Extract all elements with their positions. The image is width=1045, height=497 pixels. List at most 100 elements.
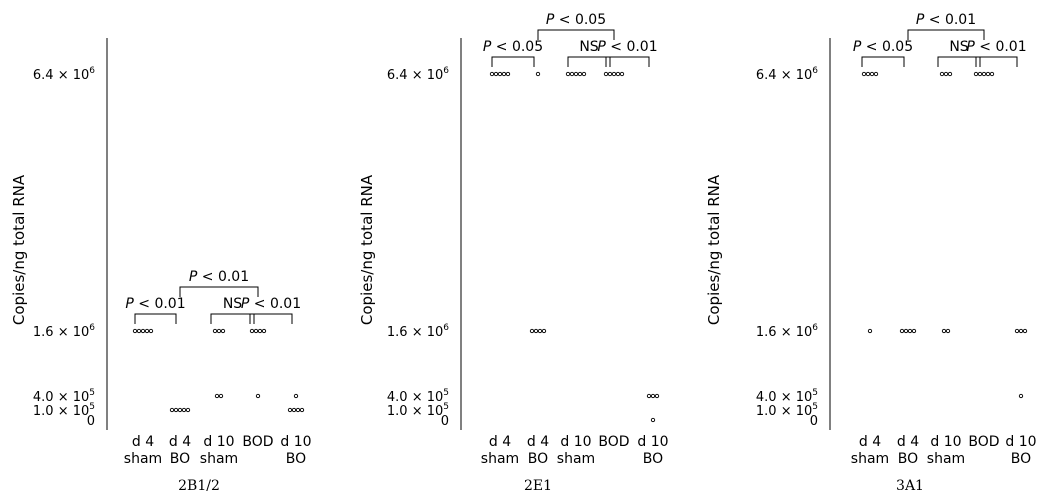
data-point [505, 71, 511, 77]
y-tick-label: 1.0 × 105 [756, 402, 818, 419]
data-point [943, 71, 949, 77]
data-point [291, 407, 297, 413]
data-point [903, 328, 909, 334]
y-tick-label: 4.0 × 105 [33, 388, 95, 405]
data-point [257, 328, 263, 334]
data-point [977, 71, 983, 77]
x-category-label: d 4 [527, 434, 549, 450]
significance-bracket [491, 56, 535, 67]
data-point [185, 407, 191, 413]
data-point [867, 328, 873, 334]
data-point [615, 71, 621, 77]
x-category-label: d 4 [897, 434, 919, 450]
y-tick-label: 1.0 × 105 [387, 402, 449, 419]
data-point [177, 407, 183, 413]
y-axis-label: Copies/ng total RNA [705, 174, 723, 325]
data-point [148, 328, 154, 334]
data-point [1014, 328, 1020, 334]
data-point [497, 71, 503, 77]
data-point [941, 328, 947, 334]
x-category-label: d 4 [169, 434, 191, 450]
data-point [607, 71, 613, 77]
x-category-label: d 10 [930, 434, 961, 450]
chart-panel-0: Copies/ng total RNA 6.4 × 106 1.6 × 106 4.0… [10, 38, 312, 494]
significance-bracket [861, 56, 905, 67]
significance-label: P < 0.01 [597, 39, 657, 55]
significance-bracket [907, 29, 985, 40]
data-point [144, 328, 150, 334]
data-point [654, 393, 660, 399]
x-category-label: BOD [598, 434, 629, 450]
data-point [214, 393, 220, 399]
y-tick-label: 4.0 × 105 [756, 388, 818, 405]
significance-label: P < 0.01 [916, 12, 976, 28]
data-point [293, 393, 299, 399]
data-point [212, 328, 218, 334]
data-point [973, 71, 979, 77]
chart-panel-2: Copies/ng total RNA 6.4 × 106 1.6 × 106 4.0… [705, 12, 1037, 494]
data-point [619, 71, 625, 77]
y-tick-label: 1.6 × 106 [387, 323, 449, 340]
y-tick-label: 6.4 × 106 [756, 66, 818, 83]
data-point [173, 407, 179, 413]
data-point [299, 407, 305, 413]
x-category-sublabel: sham [200, 451, 238, 467]
data-point [981, 71, 987, 77]
x-category-label: BOD [242, 434, 273, 450]
data-point [939, 71, 945, 77]
data-point [1018, 328, 1024, 334]
data-point [132, 328, 138, 334]
significance-label: NS [223, 296, 242, 312]
data-point [907, 328, 913, 334]
y-tick-label: 1.6 × 106 [756, 323, 818, 340]
data-point [535, 71, 541, 77]
data-point [1022, 328, 1028, 334]
significance-bracket [605, 56, 650, 67]
data-point [140, 328, 146, 334]
significance-bracket [134, 313, 177, 324]
data-point [985, 71, 991, 77]
x-category-sublabel: sham [851, 451, 889, 467]
significance-bracket [537, 29, 615, 40]
x-category-sublabel: sham [557, 451, 595, 467]
significance-label: P < 0.01 [189, 269, 249, 285]
x-category-label: d 10 [560, 434, 591, 450]
significance-bracket [210, 313, 255, 324]
y-tick-label: 4.0 × 105 [387, 388, 449, 405]
y-tick-label: 6.4 × 106 [387, 66, 449, 83]
data-point [537, 328, 543, 334]
data-point [253, 328, 259, 334]
y-tick-label: 1.6 × 106 [33, 323, 95, 340]
data-point [218, 393, 224, 399]
x-category-label: d 10 [280, 434, 311, 450]
data-point [1018, 393, 1024, 399]
significance-label: P < 0.05 [483, 39, 543, 55]
x-category-label: d 4 [859, 434, 881, 450]
x-category-label: d 10 [203, 434, 234, 450]
y-axis-label: Copies/ng total RNA [10, 174, 28, 325]
data-point [611, 71, 617, 77]
x-category-sublabel: BO [1011, 451, 1031, 467]
x-category-label: d 10 [637, 434, 668, 450]
data-point [861, 71, 867, 77]
y-axis-label: Copies/ng total RNA [358, 174, 376, 325]
significance-bracket [937, 56, 981, 67]
x-category-sublabel: sham [124, 451, 162, 467]
data-point [541, 328, 547, 334]
data-point [603, 71, 609, 77]
data-point [169, 407, 175, 413]
x-category-label: BOD [968, 434, 999, 450]
y-tick-label: 0 [87, 414, 95, 429]
data-point [295, 407, 301, 413]
y-tick-label: 1.0 × 105 [33, 402, 95, 419]
significance-label: P < 0.05 [853, 39, 913, 55]
y-tick-label: 0 [810, 414, 818, 429]
significance-bracket [567, 56, 611, 67]
significance-label: P < 0.01 [966, 39, 1026, 55]
data-point [493, 71, 499, 77]
data-point [577, 71, 583, 77]
data-point [489, 71, 495, 77]
data-point [255, 393, 261, 399]
significance-bracket [249, 313, 293, 324]
